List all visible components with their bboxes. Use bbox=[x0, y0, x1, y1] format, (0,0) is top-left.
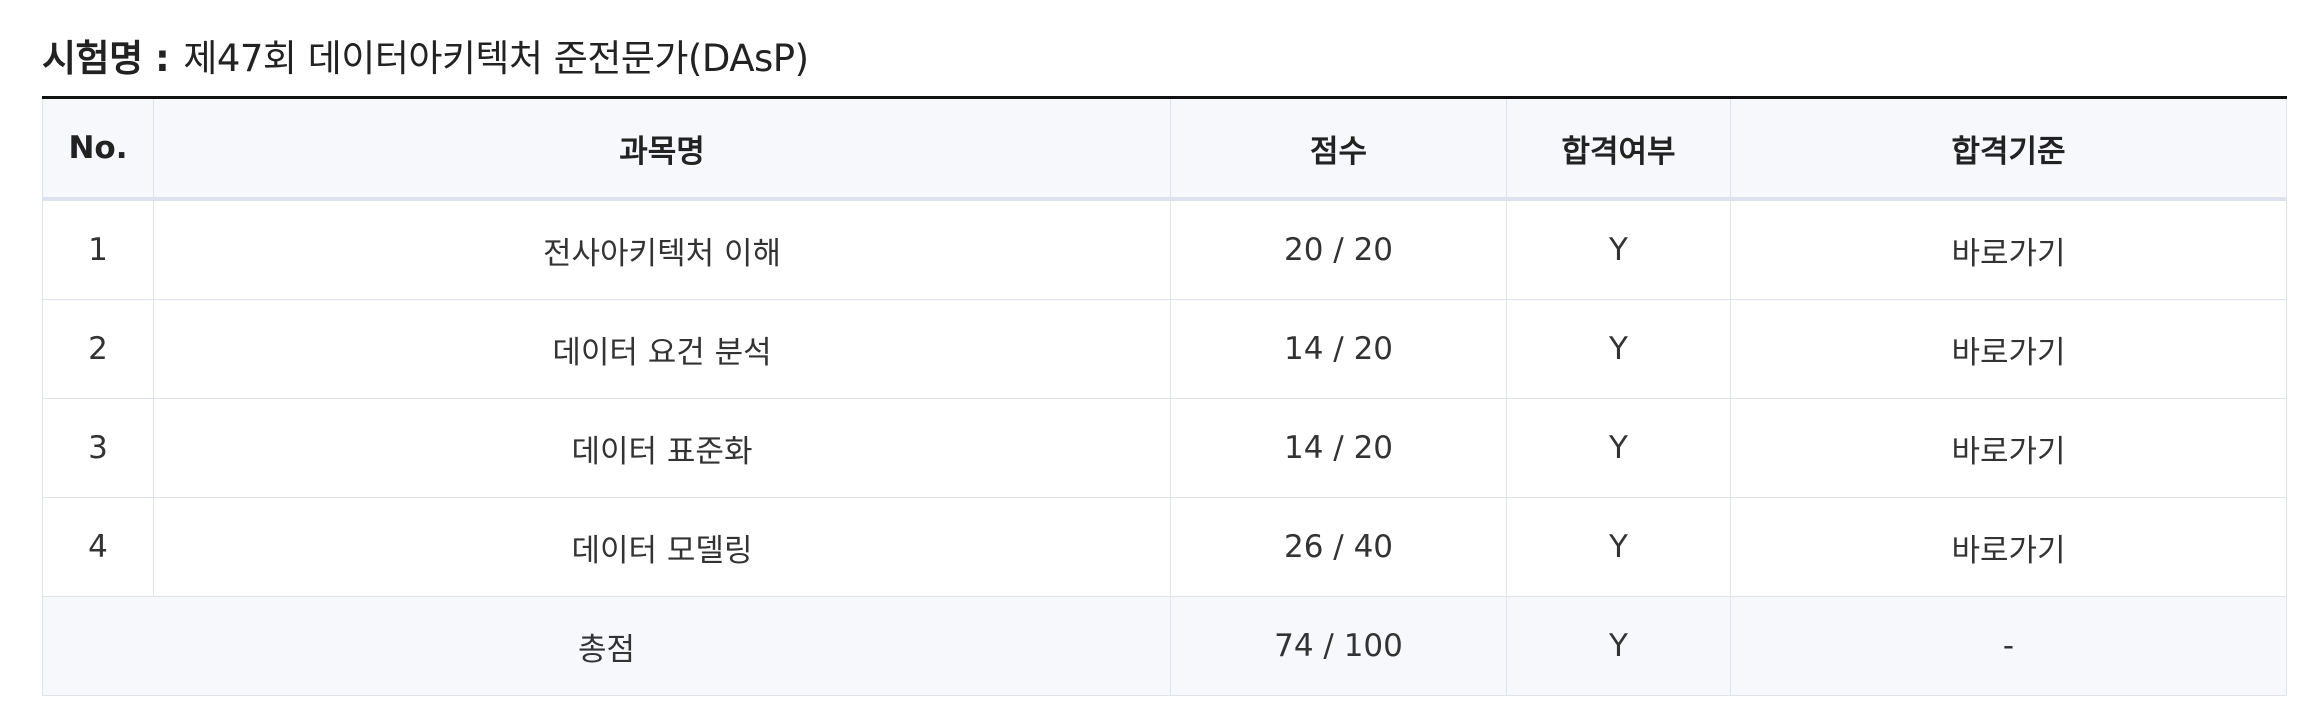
row-subject: 데이터 요건 분석 bbox=[153, 299, 1171, 399]
row-no: 3 bbox=[42, 398, 154, 498]
total-score: 74 / 100 bbox=[1170, 596, 1507, 696]
row-no: 2 bbox=[42, 299, 154, 399]
row-pass: Y bbox=[1506, 299, 1731, 399]
table-row: 4 데이터 모델링 26 / 40 Y 바로가기 bbox=[42, 497, 2287, 597]
row-score: 14 / 20 bbox=[1170, 398, 1507, 498]
table-row: 1 전사아키텍처 이해 20 / 20 Y 바로가기 bbox=[42, 198, 2287, 300]
exam-title-label: 시험명 : bbox=[42, 37, 170, 80]
row-subject: 데이터 모델링 bbox=[153, 497, 1171, 597]
row-no: 4 bbox=[42, 497, 154, 597]
total-pass: Y bbox=[1506, 596, 1731, 696]
criteria-link[interactable]: 바로가기 bbox=[1730, 299, 2287, 399]
row-score: 26 / 40 bbox=[1170, 497, 1507, 597]
exam-title: 시험명 : 제47회 데이터아키텍처 준전문가(DAsP) bbox=[42, 0, 2286, 96]
row-subject: 전사아키텍처 이해 bbox=[153, 198, 1171, 300]
exam-name: 제47회 데이터아키텍처 준전문가(DAsP) bbox=[183, 37, 809, 80]
row-pass: Y bbox=[1506, 398, 1731, 498]
row-pass: Y bbox=[1506, 198, 1731, 300]
header-score: 점수 bbox=[1170, 97, 1507, 201]
total-row: 총점 74 / 100 Y - bbox=[42, 596, 2287, 696]
header-pass: 합격여부 bbox=[1506, 97, 1731, 201]
header-criteria: 합격기준 bbox=[1730, 97, 2287, 201]
score-table: No. 과목명 점수 합격여부 합격기준 1 전사아키텍처 이해 20 / 20… bbox=[42, 96, 2287, 696]
criteria-link[interactable]: 바로가기 bbox=[1730, 497, 2287, 597]
total-criteria: - bbox=[1730, 596, 2287, 696]
row-score: 20 / 20 bbox=[1170, 198, 1507, 300]
criteria-link[interactable]: 바로가기 bbox=[1730, 198, 2287, 300]
table-row: 2 데이터 요건 분석 14 / 20 Y 바로가기 bbox=[42, 299, 2287, 399]
row-subject: 데이터 표준화 bbox=[153, 398, 1171, 498]
total-label: 총점 bbox=[42, 596, 1171, 696]
table-row: 3 데이터 표준화 14 / 20 Y 바로가기 bbox=[42, 398, 2287, 498]
criteria-link[interactable]: 바로가기 bbox=[1730, 398, 2287, 498]
table-header-row: No. 과목명 점수 합격여부 합격기준 bbox=[42, 97, 2287, 201]
row-pass: Y bbox=[1506, 497, 1731, 597]
row-no: 1 bbox=[42, 198, 154, 300]
exam-result-section: 시험명 : 제47회 데이터아키텍처 준전문가(DAsP) No. 과목명 점수… bbox=[42, 0, 2287, 696]
header-no: No. bbox=[42, 97, 154, 201]
header-subject: 과목명 bbox=[153, 97, 1171, 201]
row-score: 14 / 20 bbox=[1170, 299, 1507, 399]
